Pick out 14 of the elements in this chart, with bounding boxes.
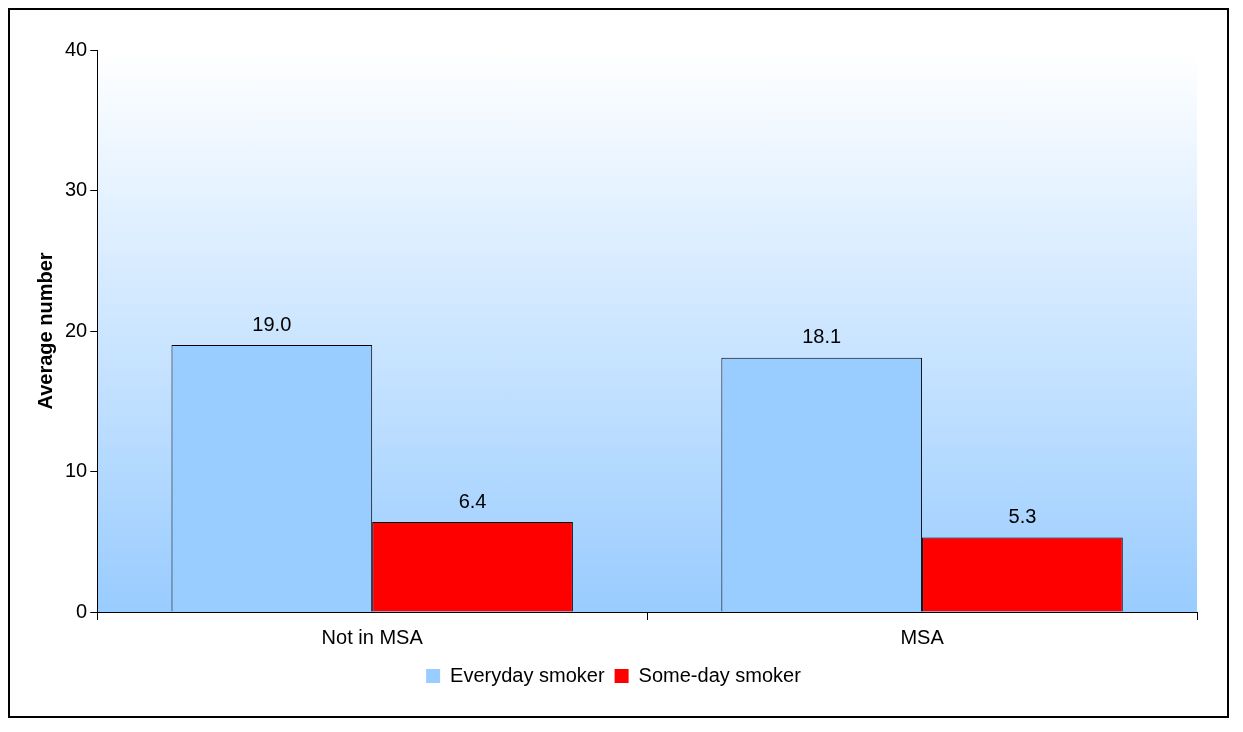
legend-label: Some-day smoker (638, 663, 802, 686)
y-tick-label: 30 (65, 178, 88, 201)
legend-label: Everyday smoker (450, 663, 605, 686)
y-axis-title: Average number (33, 252, 56, 410)
y-tick-label: 40 (65, 37, 88, 60)
data-label: 6.4 (458, 489, 487, 512)
data-label: 5.3 (1008, 505, 1037, 528)
data-label: 18.1 (802, 325, 842, 348)
y-tick-label: 10 (65, 459, 88, 482)
x-tick-label: MSA (900, 625, 945, 648)
data-label: 19.0 (252, 312, 292, 335)
x-tick-label: Not in MSA (321, 625, 424, 648)
y-tick-label: 0 (76, 599, 88, 622)
y-tick-label: 20 (65, 318, 88, 341)
